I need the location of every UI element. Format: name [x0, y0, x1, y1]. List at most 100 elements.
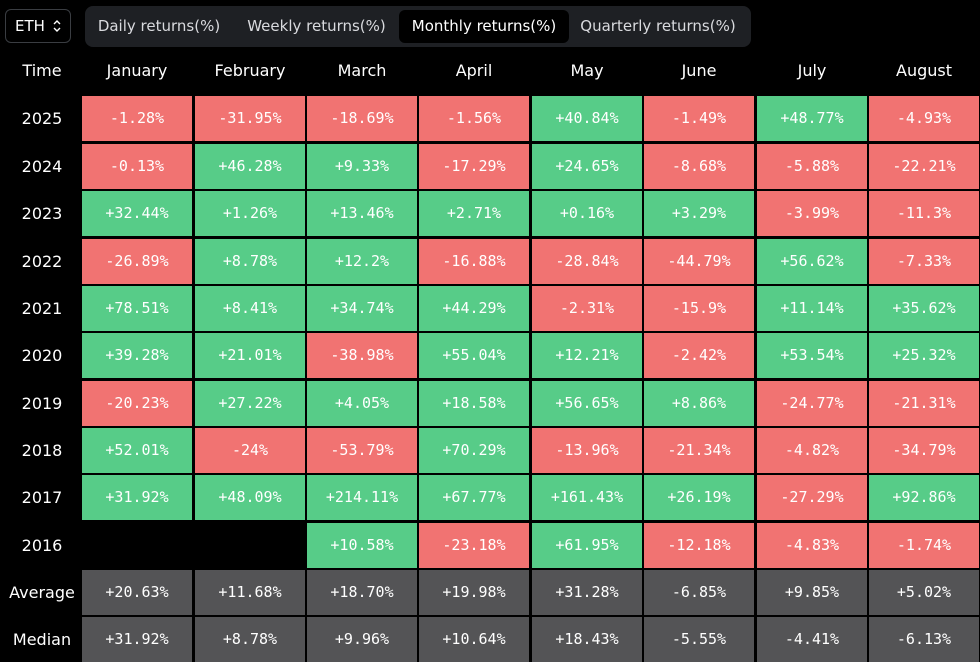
- row-label-median: Median: [12, 630, 72, 649]
- return-cell-2019-april: +18.58%: [419, 381, 529, 426]
- return-cell-2024-march: +9.33%: [307, 144, 417, 189]
- return-cell-2025-march: -18.69%: [307, 96, 417, 141]
- row-label-2022: 2022: [21, 252, 63, 271]
- return-cell-2021-april: +44.29%: [419, 286, 529, 331]
- return-cell-median-july: -4.41%: [757, 617, 867, 662]
- return-cell-2023-march: +13.46%: [307, 191, 417, 236]
- return-cell-2022-january: -26.89%: [82, 239, 192, 284]
- return-cell-median-august: -6.13%: [869, 617, 979, 662]
- return-cell-2024-may: +24.65%: [532, 144, 642, 189]
- return-cell-2017-february: +48.09%: [195, 475, 305, 520]
- return-cell-average-march: +18.70%: [307, 570, 417, 615]
- return-cell-2025-april: -1.56%: [419, 96, 529, 141]
- return-cell-2020-june: -2.42%: [644, 333, 754, 378]
- return-cell-2020-april: +55.04%: [419, 333, 529, 378]
- return-cell-2024-january: -0.13%: [82, 144, 192, 189]
- row-label-average: Average: [9, 583, 75, 602]
- column-header-july: July: [797, 61, 827, 80]
- return-cell-2018-june: -21.34%: [644, 428, 754, 473]
- column-header-time: Time: [22, 61, 62, 80]
- return-cell-2024-august: -22.21%: [869, 144, 979, 189]
- return-cell-2018-march: -53.79%: [307, 428, 417, 473]
- empty-cell: [82, 523, 192, 568]
- return-cell-median-february: +8.78%: [195, 617, 305, 662]
- return-cell-2023-april: +2.71%: [419, 191, 529, 236]
- tab-monthly-returns[interactable]: Monthly returns(%): [399, 10, 569, 43]
- return-cell-2020-july: +53.54%: [757, 333, 867, 378]
- return-cell-2017-august: +92.86%: [869, 475, 979, 520]
- return-cell-2022-may: -28.84%: [532, 239, 642, 284]
- return-cell-2018-july: -4.82%: [757, 428, 867, 473]
- return-cell-2022-july: +56.62%: [757, 239, 867, 284]
- return-cell-2025-may: +40.84%: [532, 96, 642, 141]
- return-cell-2025-july: +48.77%: [757, 96, 867, 141]
- asset-select[interactable]: ETH: [5, 9, 71, 43]
- column-header-may: May: [570, 61, 604, 80]
- return-cell-median-january: +31.92%: [82, 617, 192, 662]
- row-label-2018: 2018: [21, 441, 63, 460]
- return-cell-average-february: +11.68%: [195, 570, 305, 615]
- return-cell-2020-august: +25.32%: [869, 333, 979, 378]
- return-cell-2017-march: +214.11%: [307, 475, 417, 520]
- return-cell-2021-august: +35.62%: [869, 286, 979, 331]
- return-cell-median-march: +9.96%: [307, 617, 417, 662]
- return-cell-2021-june: -15.9%: [644, 286, 754, 331]
- empty-cell: [195, 523, 305, 568]
- return-cell-2021-january: +78.51%: [82, 286, 192, 331]
- return-cell-2016-august: -1.74%: [869, 523, 979, 568]
- return-cell-2023-may: +0.16%: [532, 191, 642, 236]
- return-cell-2024-july: -5.88%: [757, 144, 867, 189]
- return-cell-median-june: -5.55%: [644, 617, 754, 662]
- return-cell-average-april: +19.98%: [419, 570, 529, 615]
- return-cell-2016-june: -12.18%: [644, 523, 754, 568]
- column-header-april: April: [455, 61, 493, 80]
- return-cell-2023-june: +3.29%: [644, 191, 754, 236]
- row-label-2016: 2016: [21, 536, 63, 555]
- return-cell-2019-june: +8.86%: [644, 381, 754, 426]
- return-cell-average-january: +20.63%: [82, 570, 192, 615]
- column-header-january: January: [106, 61, 168, 80]
- return-cell-2021-may: -2.31%: [532, 286, 642, 331]
- return-cell-2023-july: -3.99%: [757, 191, 867, 236]
- return-cell-2025-february: -31.95%: [195, 96, 305, 141]
- column-header-march: March: [337, 61, 387, 80]
- row-label-2019: 2019: [21, 394, 63, 413]
- return-cell-2018-may: -13.96%: [532, 428, 642, 473]
- tab-daily-returns[interactable]: Daily returns(%): [97, 17, 221, 35]
- return-cell-2016-april: -23.18%: [419, 523, 529, 568]
- return-cell-2022-february: +8.78%: [195, 239, 305, 284]
- return-cell-2021-february: +8.41%: [195, 286, 305, 331]
- return-cell-2019-february: +27.22%: [195, 381, 305, 426]
- return-cell-2025-january: -1.28%: [82, 96, 192, 141]
- row-label-2025: 2025: [21, 109, 63, 128]
- row-label-2020: 2020: [21, 346, 63, 365]
- return-period-tabs: Daily returns(%) Weekly returns(%) Month…: [85, 6, 751, 47]
- asset-select-value: ETH: [15, 17, 45, 35]
- return-cell-2019-august: -21.31%: [869, 381, 979, 426]
- return-cell-2019-july: -24.77%: [757, 381, 867, 426]
- return-cell-2025-august: -4.93%: [869, 96, 979, 141]
- return-cell-2017-may: +161.43%: [532, 475, 642, 520]
- updown-chevron-icon: [53, 20, 61, 32]
- return-cell-average-august: +5.02%: [869, 570, 979, 615]
- return-cell-2021-july: +11.14%: [757, 286, 867, 331]
- row-label-2017: 2017: [21, 488, 63, 507]
- tab-weekly-returns[interactable]: Weekly returns(%): [247, 17, 386, 35]
- tab-quarterly-returns[interactable]: Quarterly returns(%): [580, 17, 736, 35]
- return-cell-2017-july: -27.29%: [757, 475, 867, 520]
- return-cell-2016-may: +61.95%: [532, 523, 642, 568]
- return-cell-2022-march: +12.2%: [307, 239, 417, 284]
- return-cell-median-april: +10.64%: [419, 617, 529, 662]
- return-cell-2022-august: -7.33%: [869, 239, 979, 284]
- return-cell-2019-january: -20.23%: [82, 381, 192, 426]
- return-cell-2023-january: +32.44%: [82, 191, 192, 236]
- return-cell-2025-june: -1.49%: [644, 96, 754, 141]
- column-header-june: June: [681, 61, 717, 80]
- return-cell-2017-january: +31.92%: [82, 475, 192, 520]
- return-cell-2018-february: -24%: [195, 428, 305, 473]
- return-cell-2019-march: +4.05%: [307, 381, 417, 426]
- return-cell-2020-february: +21.01%: [195, 333, 305, 378]
- return-cell-median-may: +18.43%: [532, 617, 642, 662]
- return-cell-2020-may: +12.21%: [532, 333, 642, 378]
